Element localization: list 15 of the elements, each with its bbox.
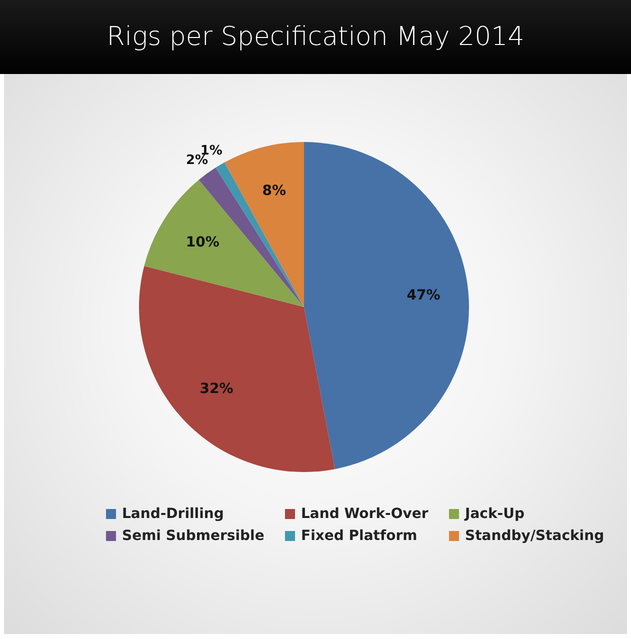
pie-slice [224, 142, 304, 307]
pie-slice [304, 142, 469, 470]
legend-label: Land Work-Over [301, 506, 428, 522]
chart-title: Rigs per Specification May 2014 [0, 0, 631, 74]
data-label: 10% [186, 234, 220, 251]
legend-label: Semi Submersible [122, 528, 264, 544]
legend-label: Jack-Up [464, 506, 524, 522]
legend-label: Fixed Platform [301, 528, 418, 544]
legend-label: Standby/Stacking [465, 528, 604, 544]
pie-slice [139, 266, 335, 472]
data-label: 47% [406, 288, 440, 304]
legend-label: Land-Drilling [122, 506, 224, 522]
data-label: 32% [200, 381, 234, 398]
data-label: 8% [262, 182, 286, 199]
pie-slice [144, 180, 304, 307]
